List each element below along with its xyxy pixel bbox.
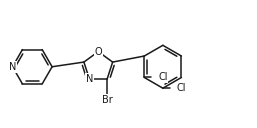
Text: Cl: Cl bbox=[177, 83, 186, 93]
Text: Br: Br bbox=[102, 95, 113, 105]
Text: N: N bbox=[86, 74, 93, 84]
Text: N: N bbox=[9, 62, 16, 72]
Text: Cl: Cl bbox=[158, 72, 168, 82]
Text: O: O bbox=[95, 47, 102, 57]
